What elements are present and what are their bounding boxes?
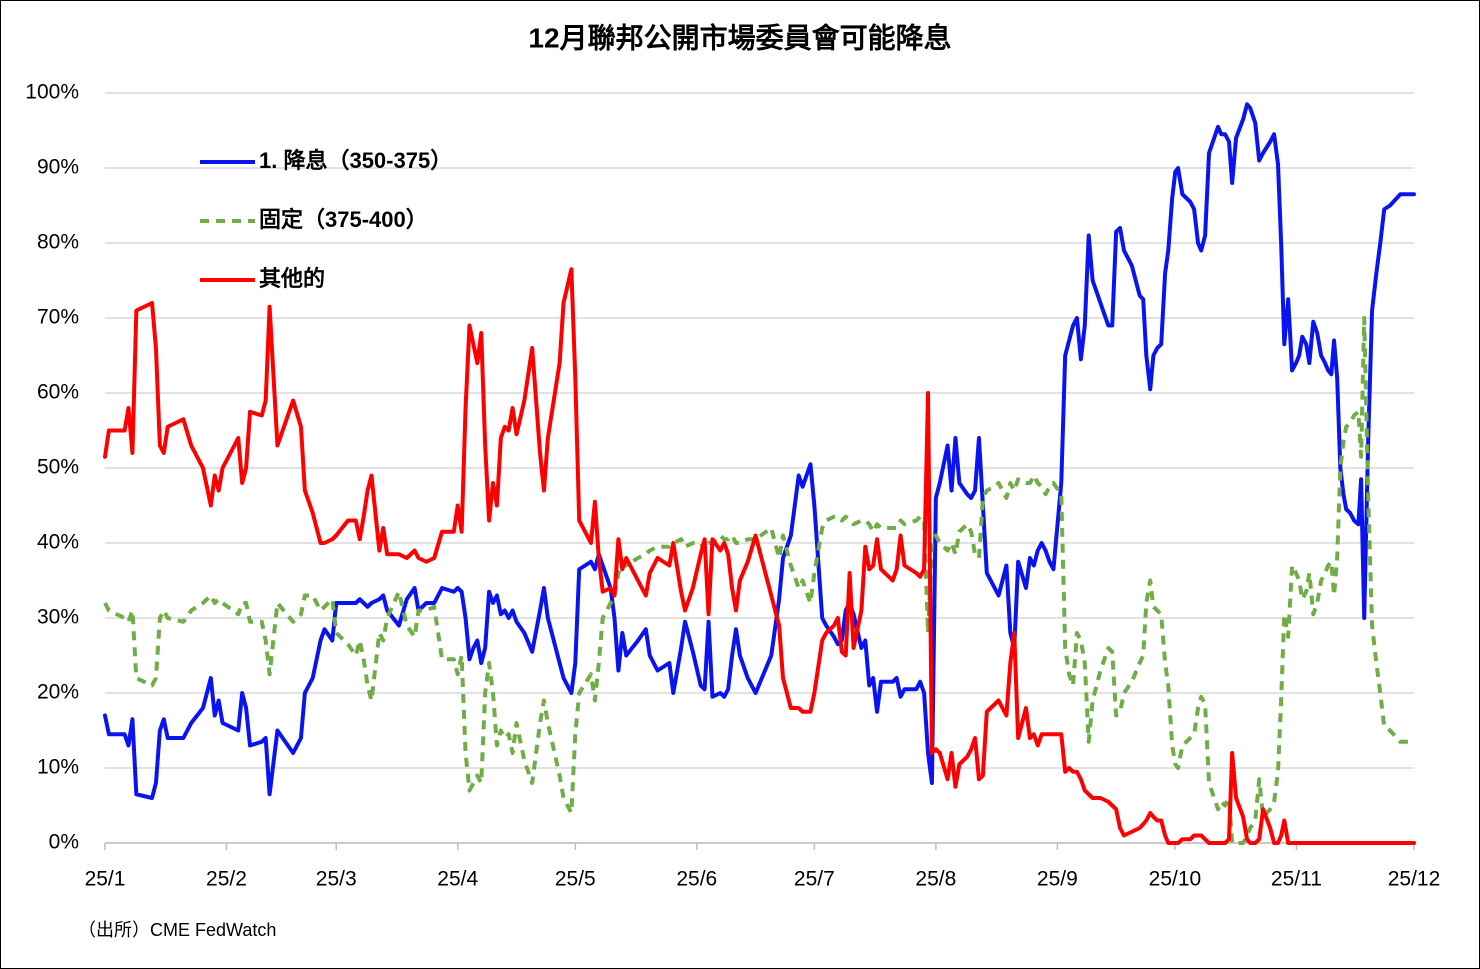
x-tick-label: 25/12 bbox=[1388, 868, 1441, 891]
x-tick-label: 25/2 bbox=[206, 868, 247, 891]
y-tick-label: 30% bbox=[37, 606, 79, 629]
y-tick-label: 40% bbox=[37, 531, 79, 554]
x-tick-label: 25/5 bbox=[555, 868, 596, 891]
x-tick-label: 25/7 bbox=[794, 868, 835, 891]
x-tick-label: 25/3 bbox=[316, 868, 357, 891]
y-tick-label: 10% bbox=[37, 756, 79, 779]
y-tick-label: 50% bbox=[37, 456, 79, 479]
x-tick-label: 25/6 bbox=[676, 868, 717, 891]
x-tick-label: 25/8 bbox=[915, 868, 956, 891]
x-tick-label: 25/1 bbox=[85, 868, 126, 891]
x-tick-label: 25/9 bbox=[1037, 868, 1078, 891]
y-tick-label: 20% bbox=[37, 681, 79, 704]
legend-label: 固定（375-400） bbox=[259, 207, 428, 232]
chart-title: 12月聯邦公開市場委員會可能降息 bbox=[528, 21, 951, 53]
x-tick-label: 25/4 bbox=[437, 868, 478, 891]
y-tick-label: 90% bbox=[37, 156, 79, 179]
series-line bbox=[103, 102, 1416, 800]
y-tick-label: 0% bbox=[49, 831, 79, 854]
legend-label: 1. 降息（350-375） bbox=[259, 148, 452, 173]
series-line bbox=[103, 267, 1416, 845]
x-tick-label: 25/10 bbox=[1149, 868, 1202, 891]
source-note: （出所）CME FedWatch bbox=[78, 920, 276, 940]
legend-label: 其他的 bbox=[259, 266, 325, 291]
y-tick-label: 70% bbox=[37, 306, 79, 329]
x-tick-label: 25/11 bbox=[1271, 868, 1322, 891]
y-tick-label: 80% bbox=[37, 231, 79, 254]
series-line bbox=[103, 316, 1414, 845]
y-tick-label: 60% bbox=[37, 381, 79, 404]
y-tick-label: 100% bbox=[25, 81, 79, 104]
